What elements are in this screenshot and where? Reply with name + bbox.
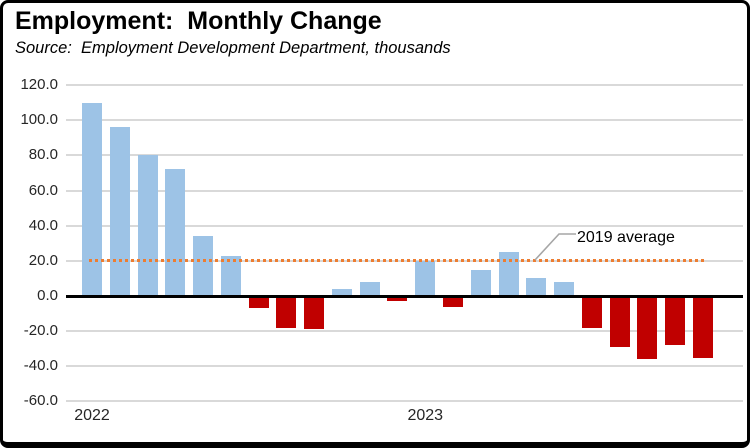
y-tick-label-0: 0.0 xyxy=(37,287,58,304)
bar-mar-2023 xyxy=(470,269,491,296)
bar-jul-2023 xyxy=(581,296,602,328)
gridline--40 xyxy=(66,365,743,368)
bar-aug-2023 xyxy=(609,296,630,347)
bar-nov-2022 xyxy=(359,281,380,296)
bar-jan-2022 xyxy=(82,102,102,296)
y-tick-label-40: 40.0 xyxy=(28,216,58,234)
bar-aug-2022 xyxy=(276,296,297,328)
gridline--20 xyxy=(66,330,743,333)
bar-apr-2023 xyxy=(498,252,519,296)
chart-subtitle: Source: Employment Development Departmen… xyxy=(15,39,451,57)
bar-jan-2023 xyxy=(415,260,436,296)
bar-feb-2022 xyxy=(109,127,130,296)
y-tick-label-60: 60.0 xyxy=(28,181,58,199)
gridline-80 xyxy=(66,154,743,157)
bar-oct-2023 xyxy=(665,296,686,346)
bar-sep-2022 xyxy=(304,296,325,330)
y-tick-label--60: -60.0 xyxy=(23,392,58,410)
y-tick-label-20: 20.0 xyxy=(28,251,58,269)
y-tick-label--20: -20.0 xyxy=(23,322,58,340)
bar-feb-2023 xyxy=(443,296,463,307)
annotation-leader-line xyxy=(534,233,576,261)
average-reference-line xyxy=(89,259,706,263)
bar-apr-2022 xyxy=(165,169,186,296)
bar-oct-2022 xyxy=(331,288,352,296)
x-axis-label-2023: 2023 xyxy=(407,407,444,424)
bar-jun-2023 xyxy=(554,281,575,296)
chart-title: Employment: Monthly Change xyxy=(15,7,382,35)
chart-canvas: Employment: Monthly Change Source: Emplo… xyxy=(3,3,747,442)
bar-nov-2023 xyxy=(692,296,713,358)
gridline-40 xyxy=(66,224,743,227)
gridline-60 xyxy=(66,189,743,192)
y-tick-label--40: -40.0 xyxy=(23,357,58,375)
bar-jun-2022 xyxy=(220,255,241,296)
average-line-label: 2019 average xyxy=(577,229,675,246)
bar-may-2022 xyxy=(193,236,214,296)
x-axis-label-2022: 2022 xyxy=(74,407,110,424)
bar-may-2023 xyxy=(526,278,547,296)
bar-mar-2022 xyxy=(137,155,158,296)
bar-dec-2022 xyxy=(387,296,408,302)
gridline-100 xyxy=(66,119,743,122)
gridline-120 xyxy=(66,84,743,86)
y-tick-label-80: 80.0 xyxy=(28,146,58,164)
x-axis-zero-line xyxy=(66,294,743,298)
gridline--60 xyxy=(66,400,743,403)
bar-sep-2023 xyxy=(637,296,658,360)
y-tick-label-120: 120.0 xyxy=(20,76,58,93)
bar-jul-2022 xyxy=(248,296,269,309)
y-tick-label-100: 100.0 xyxy=(20,111,58,129)
